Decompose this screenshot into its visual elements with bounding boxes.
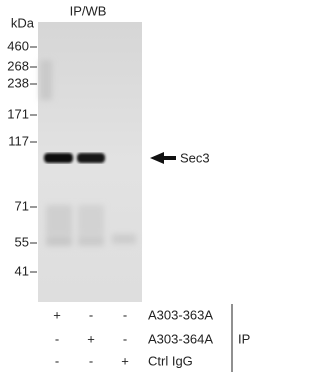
sign: -	[89, 353, 93, 368]
background-smears	[40, 60, 136, 246]
group-label: IP	[238, 331, 250, 346]
band	[77, 153, 105, 163]
band	[44, 153, 73, 163]
unit-label: kDa	[11, 15, 35, 30]
sign: -	[89, 307, 93, 322]
bands	[44, 153, 105, 163]
western-blot-figure: IP/WB kDa 460 268 238 171 117 71 55 41 Sec3 + - -…	[7, 3, 250, 372]
sign: +	[87, 331, 95, 346]
sign: -	[55, 331, 59, 346]
marker-label: 117	[8, 133, 29, 148]
row-label: Ctrl IgG	[148, 353, 193, 368]
sign: +	[53, 307, 61, 322]
row-label: A303-364A	[148, 331, 213, 346]
sign: -	[123, 331, 127, 346]
marker-label: 41	[15, 263, 29, 278]
marker-label: 268	[7, 58, 29, 73]
marker-label: 460	[7, 38, 29, 53]
marker-label: 238	[7, 75, 29, 90]
arrow	[150, 152, 176, 164]
sign: -	[123, 307, 127, 322]
marker-label: 55	[15, 234, 29, 249]
sign: -	[55, 353, 59, 368]
band-label: Sec3	[180, 150, 210, 165]
title: IP/WB	[70, 3, 107, 18]
marker-label: 71	[15, 198, 29, 213]
marker-label: 171	[7, 106, 29, 121]
row-label: A303-363A	[148, 307, 213, 322]
sign: +	[121, 353, 129, 368]
